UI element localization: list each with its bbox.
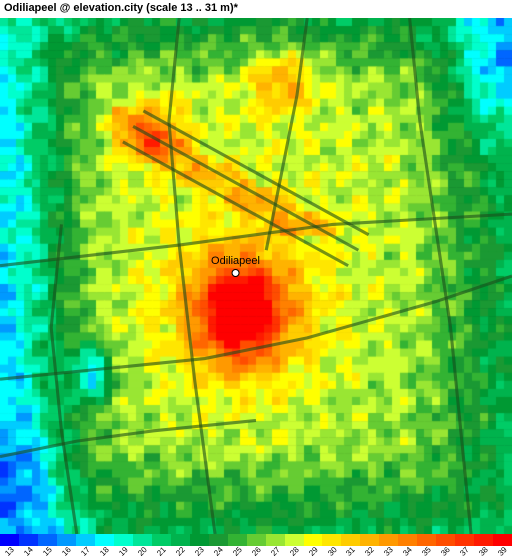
- legend-value: 35: [420, 545, 433, 558]
- legend-value: 27: [269, 545, 282, 558]
- legend-item: 34: [398, 534, 417, 560]
- legend-item: 25: [228, 534, 247, 560]
- legend-item: 14: [19, 534, 38, 560]
- legend-value: 36: [439, 545, 452, 558]
- legend-item: 23: [190, 534, 209, 560]
- legend-swatch: [398, 534, 417, 546]
- legend-value: 22: [174, 545, 187, 558]
- legend-item: 32: [360, 534, 379, 560]
- legend-value: 30: [326, 545, 339, 558]
- legend-value: 24: [212, 545, 225, 558]
- legend-value: 25: [231, 545, 244, 558]
- legend-swatch: [341, 534, 360, 546]
- legend-value: 13: [3, 545, 16, 558]
- legend-item: 35: [417, 534, 436, 560]
- legend-value: 20: [136, 545, 149, 558]
- legend-item: 24: [209, 534, 228, 560]
- legend-value: 31: [345, 545, 358, 558]
- legend-item: 39: [493, 534, 512, 560]
- legend-item: 26: [247, 534, 266, 560]
- legend-item: 28: [285, 534, 304, 560]
- legend-swatch: [379, 534, 398, 546]
- legend-item: 36: [436, 534, 455, 560]
- legend-item: 33: [379, 534, 398, 560]
- legend-value: 14: [22, 545, 35, 558]
- legend-item: 17: [76, 534, 95, 560]
- legend-item: 13: [0, 534, 19, 560]
- legend-item: 21: [152, 534, 171, 560]
- legend-value: 28: [288, 545, 301, 558]
- legend-item: 20: [133, 534, 152, 560]
- legend-value: 21: [155, 545, 168, 558]
- legend-value: 19: [117, 545, 130, 558]
- legend-swatch: [474, 534, 493, 546]
- elevation-map: Odiliapeel: [0, 18, 512, 534]
- legend-swatch: [436, 534, 455, 546]
- legend-swatch: [455, 534, 474, 546]
- legend-value: 26: [250, 545, 263, 558]
- legend-value: 39: [496, 545, 509, 558]
- page-title: Odiliapeel @ elevation.city (scale 13 ..…: [0, 0, 512, 18]
- heatmap-canvas: [0, 18, 512, 534]
- legend-value: 15: [41, 545, 54, 558]
- legend-swatch: [360, 534, 379, 546]
- legend-item: 15: [38, 534, 57, 560]
- color-legend: 13 14 15 16 17 18 19 20 21 22 23 24 25 26 27 28 29 30 31 32…: [0, 534, 512, 560]
- legend-item: 31: [341, 534, 360, 560]
- legend-item: 16: [57, 534, 76, 560]
- legend-item: 29: [304, 534, 323, 560]
- legend-item: 18: [95, 534, 114, 560]
- legend-item: 19: [114, 534, 133, 560]
- legend-item: 22: [171, 534, 190, 560]
- legend-value: 16: [60, 545, 73, 558]
- legend-item: 38: [474, 534, 493, 560]
- legend-value: 23: [193, 545, 206, 558]
- legend-value: 37: [458, 545, 471, 558]
- legend-value: 18: [98, 545, 111, 558]
- legend-swatch: [417, 534, 436, 546]
- legend-item: 37: [455, 534, 474, 560]
- legend-value: 34: [401, 545, 414, 558]
- legend-item: 30: [322, 534, 341, 560]
- legend-value: 33: [383, 545, 396, 558]
- legend-value: 17: [79, 545, 92, 558]
- legend-swatch: [493, 534, 512, 546]
- title-text: Odiliapeel @ elevation.city (scale 13 ..…: [4, 2, 238, 14]
- legend-value: 38: [477, 545, 490, 558]
- legend-value: 32: [364, 545, 377, 558]
- legend-item: 27: [266, 534, 285, 560]
- legend-value: 29: [307, 545, 320, 558]
